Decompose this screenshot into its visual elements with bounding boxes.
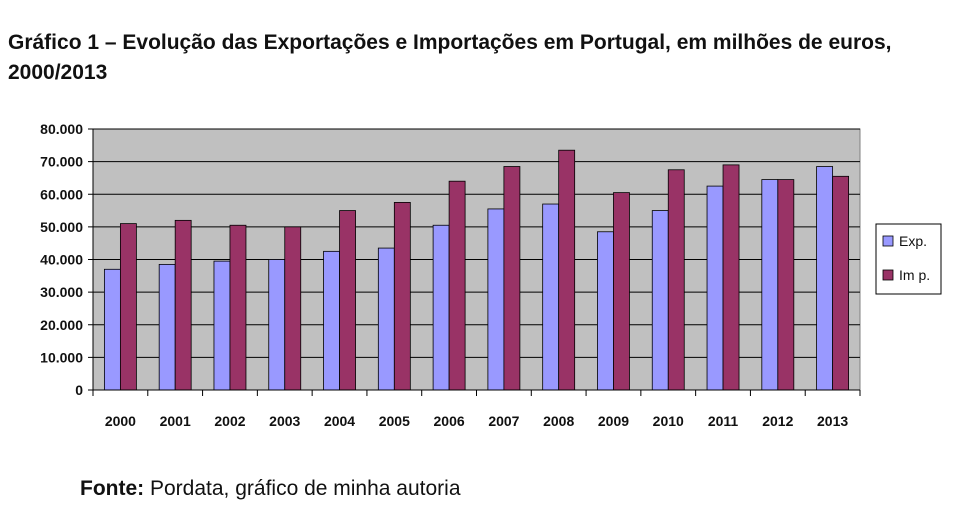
- x-tick-label: 2009: [598, 413, 629, 429]
- legend-swatch-imp: [882, 269, 894, 281]
- bar-chart: 0 10.000 20.000 30.000 40.000 50.000 60.000 70.…: [40, 121, 942, 429]
- bar-exp: [377, 247, 395, 391]
- bar-exp: [542, 203, 560, 391]
- source-label: Fonte:: [80, 477, 145, 500]
- bar-imp: [229, 224, 247, 391]
- x-tick-label: 2008: [543, 413, 574, 429]
- y-tick-label: 60.000: [40, 186, 83, 202]
- x-tick-label: 2013: [817, 413, 848, 429]
- x-tick-label: 2006: [434, 413, 465, 429]
- x-tick-label: 2010: [653, 413, 684, 429]
- bar-imp: [558, 149, 576, 391]
- bar-imp: [339, 210, 356, 391]
- bar-exp: [213, 260, 231, 391]
- bar-imp: [503, 166, 521, 391]
- y-tick-label: 80.000: [40, 121, 83, 137]
- bar-imp: [393, 202, 411, 391]
- bar-imp: [174, 219, 192, 391]
- legend-label-imp: Im p.: [899, 267, 930, 283]
- bar-imp: [832, 175, 850, 391]
- chart-title: Gráfico 1 – Evolução das Exportações e I…: [8, 31, 892, 84]
- bar-imp: [722, 164, 740, 391]
- bar-exp: [323, 250, 340, 391]
- legend-label-exp: Exp.: [899, 233, 927, 249]
- bar-exp: [597, 231, 614, 391]
- x-tick-label: 2011: [708, 413, 739, 429]
- x-tick-label: 2004: [324, 413, 355, 429]
- bar-imp: [777, 179, 795, 391]
- y-tick-label: 70.000: [40, 154, 83, 170]
- y-tick-label: 20.000: [40, 317, 83, 333]
- x-tick-label: 2012: [762, 413, 793, 429]
- x-tick-label: 2000: [105, 413, 136, 429]
- bar-exp: [158, 263, 176, 391]
- y-tick-label: 50.000: [40, 219, 83, 235]
- bar-imp: [448, 180, 466, 391]
- legend-swatch-exp: [882, 235, 894, 247]
- bar-imp: [119, 223, 137, 391]
- x-tick-label: 2005: [379, 413, 410, 429]
- bar-exp: [268, 259, 286, 391]
- bar-imp: [667, 169, 685, 391]
- x-tick-label: 2003: [269, 413, 300, 429]
- bar-imp: [613, 192, 630, 391]
- y-tick-label: 30.000: [40, 284, 83, 300]
- y-tick-label: 10.000: [40, 349, 83, 365]
- y-tick-label: 40.000: [40, 252, 83, 268]
- bar-exp: [103, 268, 121, 391]
- y-tick-label: 0: [75, 382, 83, 398]
- bar-exp: [651, 210, 669, 391]
- x-tick-label: 2007: [488, 413, 519, 429]
- x-tick-label: 2002: [214, 413, 245, 429]
- bar-exp: [761, 179, 779, 391]
- bar-imp: [284, 226, 302, 391]
- source-note: Fonte: Pordata, gráfico de minha autoria: [80, 477, 461, 501]
- bar-exp: [706, 185, 724, 391]
- bar-exp: [816, 166, 834, 391]
- x-tick-label: 2001: [160, 413, 191, 429]
- legend: Exp. Im p.: [875, 223, 942, 295]
- bar-exp: [432, 224, 450, 391]
- bar-exp: [487, 208, 505, 391]
- source-text: Pordata, gráfico de minha autoria: [144, 477, 461, 500]
